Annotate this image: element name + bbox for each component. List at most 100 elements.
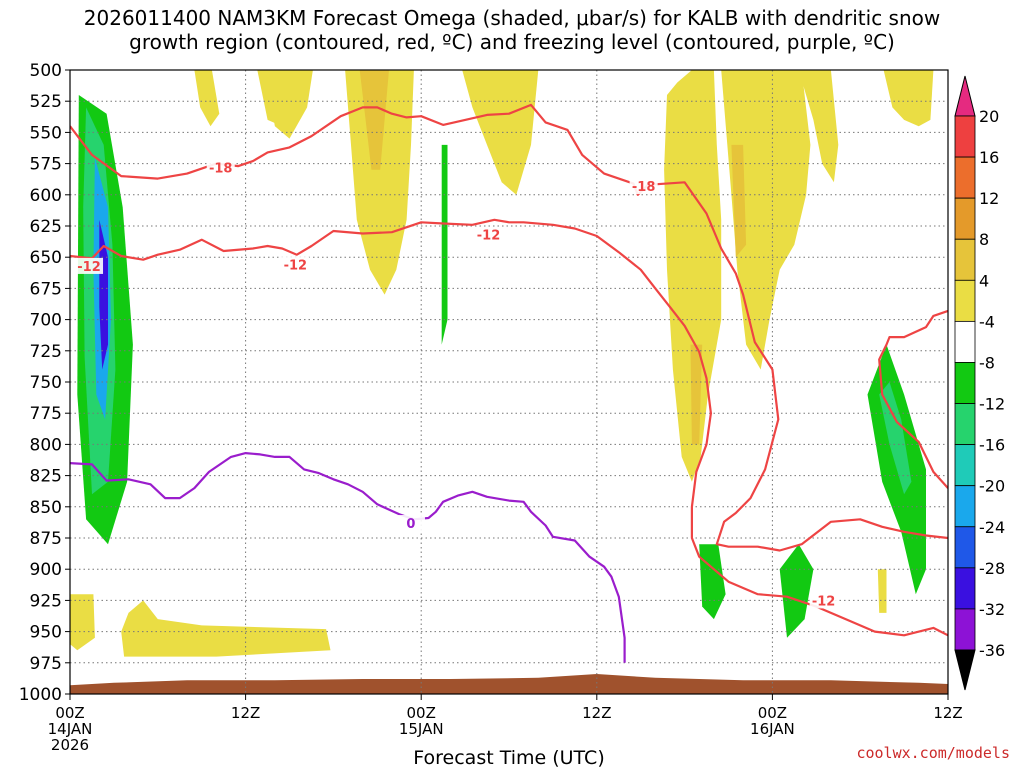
omega-region-13: [550, 70, 624, 607]
colorbar-label-2: 12: [979, 189, 999, 208]
omega-region-37: [731, 144, 747, 258]
colorbar-label-4: 4: [979, 271, 989, 290]
contour-label-2: -12: [77, 260, 101, 275]
colorbar-bottom-arrow: [954, 649, 976, 691]
x-tick-label-0-2: 2026: [51, 736, 89, 754]
omega-region-26: [194, 70, 220, 127]
contour-label-bg-3: [281, 256, 310, 273]
y-tick-label-18: 950: [30, 623, 62, 643]
colorbar-swatch-1: [954, 156, 976, 199]
colorbar-swatch-6: [954, 362, 976, 404]
x-tick-label-0-1: 14JAN: [48, 720, 93, 738]
y-tick-label-12: 800: [30, 435, 62, 455]
colorbar-swatch-0: [954, 115, 976, 158]
y-tick-label-19: 975: [30, 654, 62, 674]
omega-region-28: [264, 70, 313, 139]
omega-region-23: [779, 544, 814, 638]
omega-region-34: [798, 70, 839, 183]
colorbar-label-12: -32: [979, 600, 1005, 619]
omega-region-10: [406, 382, 422, 545]
colorbar-swatch-8: [954, 444, 976, 487]
omega-region-36: [877, 569, 887, 613]
omega-region-40: [121, 600, 331, 657]
omega-region-39: [70, 594, 95, 651]
colorbar-swatch-9: [954, 485, 976, 528]
y-tick-label-15: 875: [30, 529, 62, 549]
colorbar-top-arrow: [954, 75, 976, 117]
contour-label-bg-5: [809, 592, 838, 609]
y-tick-label-20: 1000: [19, 685, 62, 705]
y-tick-label-17: 925: [30, 591, 62, 611]
x-tick-label-2-0: 00Z: [407, 704, 436, 722]
omega-region-6: [311, 494, 328, 576]
y-tick-label-9: 725: [30, 342, 62, 362]
y-tick-label-14: 850: [30, 498, 62, 518]
colorbar-swatch-4: [954, 279, 976, 322]
omega-region-14: [615, 419, 635, 570]
chart-title-line-1: 2026011400 NAM3KM Forecast Omega (shaded…: [83, 6, 941, 30]
y-tick-label-7: 675: [30, 279, 62, 299]
y-tick-label-13: 825: [30, 467, 62, 487]
colorbar-label-6: -8: [979, 353, 995, 372]
colorbar-swatch-11: [954, 567, 976, 610]
omega-region-5: [238, 70, 293, 570]
y-tick-label-16: 900: [30, 560, 62, 580]
omega-region-20: [860, 144, 865, 195]
colorbar-swatch-5: [954, 320, 976, 363]
colorbar-swatch-12: [954, 608, 976, 651]
colorbar-swatch-3: [954, 238, 976, 281]
omega-region-15: [629, 70, 666, 595]
omega-region-38: [690, 344, 703, 445]
omega-region-4: [99, 219, 108, 370]
y-tick-label-1: 525: [30, 92, 62, 112]
colorbar-label-9: -20: [979, 477, 1005, 496]
omega-region-24: [879, 382, 912, 495]
omega-region-8: [441, 144, 448, 345]
omega-region-9: [377, 369, 398, 582]
x-tick-label-5-0: 12Z: [933, 704, 962, 722]
colorbar-swatch-10: [954, 526, 976, 569]
colorbar-label-10: -24: [979, 518, 1005, 537]
contour-line-1: [70, 218, 948, 637]
colorbar-label-13: -36: [979, 641, 1005, 660]
contour-label-3: -12: [284, 259, 308, 274]
contour-label-5: -12: [812, 594, 836, 609]
y-tick-label-2: 550: [30, 123, 62, 143]
x-tick-label-0-0: 00Z: [55, 704, 84, 722]
omega-region-35: [883, 70, 934, 127]
y-tick-label-3: 575: [30, 155, 62, 175]
y-tick-label-6: 650: [30, 248, 62, 268]
colorbar-label-7: -12: [979, 395, 1005, 414]
omega-region-31: [462, 70, 539, 195]
y-tick-label-4: 600: [30, 186, 62, 206]
omega-region-16: [649, 444, 670, 595]
y-tick-label-8: 700: [30, 311, 62, 331]
contour-label-bg-6: [396, 515, 425, 532]
y-tick-label-5: 625: [30, 217, 62, 237]
x-tick-label-4-1: 16JAN: [750, 720, 795, 738]
contour-line-2: [878, 309, 948, 489]
colorbar-label-5: -4: [979, 312, 995, 331]
x-tick-label-1-0: 12Z: [231, 704, 260, 722]
contour-label-bg-0: [206, 159, 235, 176]
contour-line-3: [70, 452, 626, 663]
x-tick-label-2-1: 15JAN: [399, 720, 444, 738]
x-axis-title: Forecast Time (UTC): [413, 747, 604, 768]
colorbar-label-0: 20: [979, 107, 999, 126]
x-tick-label-3-0: 12Z: [582, 704, 611, 722]
contour-label-bg-2: [75, 257, 104, 274]
omega-region-12: [479, 244, 553, 601]
colorbar-swatch-2: [954, 197, 976, 240]
colorbar-label-1: 16: [979, 148, 999, 167]
colorbar-label-8: -16: [979, 436, 1005, 455]
credit-link[interactable]: coolwx.com/models: [856, 744, 1010, 762]
contour-label-1: -18: [632, 180, 656, 195]
contour-label-bg-1: [629, 178, 658, 195]
chart-title-line-2: growth region (contoured, red, ºC) and f…: [129, 30, 895, 54]
contour-label-6: 0: [406, 517, 415, 532]
terrain: [70, 674, 948, 694]
omega-region-29: [345, 70, 414, 295]
contour-label-bg-4: [474, 226, 503, 243]
contour-label-0: -18: [209, 161, 233, 176]
